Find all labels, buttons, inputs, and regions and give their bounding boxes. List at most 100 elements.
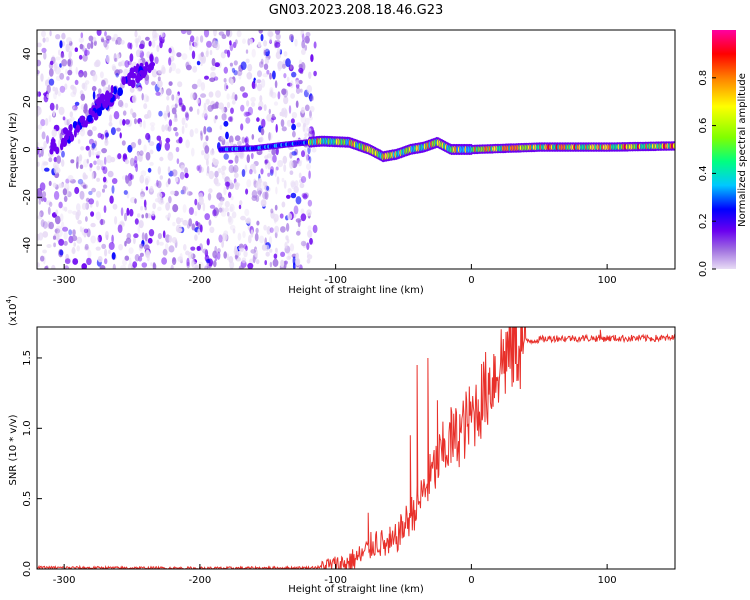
noise-speckle [221, 239, 225, 248]
noise-speckle [238, 265, 244, 269]
noise-speckle [175, 146, 180, 153]
noise-speckle [66, 76, 70, 81]
noise-speckle [184, 172, 189, 179]
noise-speckle [243, 243, 247, 250]
noise-speckle [277, 160, 284, 168]
streak-point [149, 54, 154, 63]
noise-speckle [92, 126, 97, 132]
noise-speckle [205, 98, 210, 105]
noise-speckle [264, 260, 268, 266]
noise-speckle [127, 263, 133, 269]
noise-speckle [65, 43, 70, 53]
noise-speckle [288, 105, 292, 114]
noise-speckle [191, 83, 198, 90]
noise-speckle [147, 237, 153, 244]
noise-speckle [181, 117, 186, 126]
noise-speckle [140, 193, 144, 200]
noise-speckle [37, 42, 42, 48]
noise-speckle [298, 79, 303, 85]
spectrogram-y-axis: -40 -20 0 20 40 [22, 48, 42, 253]
noise-speckle [110, 156, 116, 163]
noise-speckle [61, 159, 65, 167]
noise-speckle [87, 129, 93, 137]
noise-speckle [236, 70, 243, 76]
x-tick-label: -300 [53, 275, 76, 286]
noise-speckle [300, 30, 305, 38]
noise-speckle [154, 33, 159, 38]
noise-speckle [276, 47, 281, 55]
noise-speckle [227, 49, 231, 58]
noise-speckle [58, 49, 61, 56]
noise-speckle [112, 263, 116, 269]
noise-speckle [165, 243, 169, 251]
noise-speckle [96, 236, 100, 244]
noise-speckle [91, 85, 97, 92]
noise-speckle [310, 95, 314, 102]
noise-speckle [198, 196, 204, 206]
noise-speckle [182, 186, 189, 191]
noise-speckle [253, 178, 257, 185]
colorbar-tick-label: 0.2 [698, 213, 709, 229]
noise-speckle [267, 132, 273, 141]
noise-speckle [269, 72, 272, 80]
noise-speckle [184, 123, 188, 128]
noise-speckle [139, 174, 145, 184]
noise-speckle [251, 134, 255, 140]
noise-speckle [286, 119, 292, 127]
y-tick-label: -20 [22, 189, 33, 205]
noise-speckle [309, 105, 315, 113]
noise-speckle [272, 258, 279, 267]
snr-multiplier: (x104) [5, 295, 19, 326]
noise-speckle [44, 266, 49, 269]
noise-speckle [136, 87, 142, 92]
noise-speckle [111, 37, 116, 42]
noise-speckle [268, 236, 273, 245]
noise-speckle [209, 77, 216, 83]
noise-speckle [97, 234, 103, 243]
noise-speckle [194, 198, 198, 206]
noise-speckle [241, 169, 246, 177]
noise-speckle [43, 140, 47, 149]
noise-speckle [158, 241, 164, 246]
noise-speckle [203, 30, 210, 38]
noise-speckle [66, 37, 72, 44]
noise-speckle [146, 95, 150, 102]
x-tick-label: -100 [324, 275, 347, 286]
noise-speckle [275, 166, 279, 171]
noise-speckle [304, 132, 309, 138]
noise-speckle [114, 216, 118, 225]
noise-speckle [53, 156, 58, 163]
noise-speckle [84, 48, 88, 57]
streak-point [147, 67, 152, 74]
noise-speckle [104, 231, 109, 240]
noise-speckle [102, 188, 105, 193]
noise-speckle [214, 170, 219, 178]
noise-speckle [189, 106, 193, 112]
noise-speckle [167, 166, 171, 173]
noise-speckle [167, 126, 172, 132]
snr-multiplier-base: (x10 [8, 303, 19, 326]
noise-speckle [196, 60, 201, 66]
noise-speckle [130, 142, 136, 149]
noise-speckle [48, 157, 53, 163]
noise-speckle [206, 262, 210, 267]
noise-speckle [45, 265, 49, 269]
noise-speckle [247, 106, 253, 116]
noise-speckle [239, 247, 244, 253]
noise-speckle [195, 36, 199, 42]
noise-speckle [257, 187, 261, 196]
noise-speckle [61, 150, 65, 158]
noise-speckle [55, 34, 61, 40]
noise-speckle [274, 231, 278, 239]
noise-speckle [261, 78, 266, 88]
noise-speckle [192, 261, 198, 269]
noise-speckle [41, 131, 46, 140]
noise-speckle [52, 110, 56, 117]
snr-border [36, 326, 676, 570]
noise-speckle [275, 147, 279, 156]
spectrogram-y-label: Frequency (Hz) [8, 112, 19, 188]
noise-speckle [208, 188, 213, 194]
noise-speckle [256, 79, 262, 84]
snr-x-label: Height of straight line (km) [288, 584, 424, 595]
snr-y-axis: 0.0 0.5 1.0 1.5 [22, 350, 42, 577]
